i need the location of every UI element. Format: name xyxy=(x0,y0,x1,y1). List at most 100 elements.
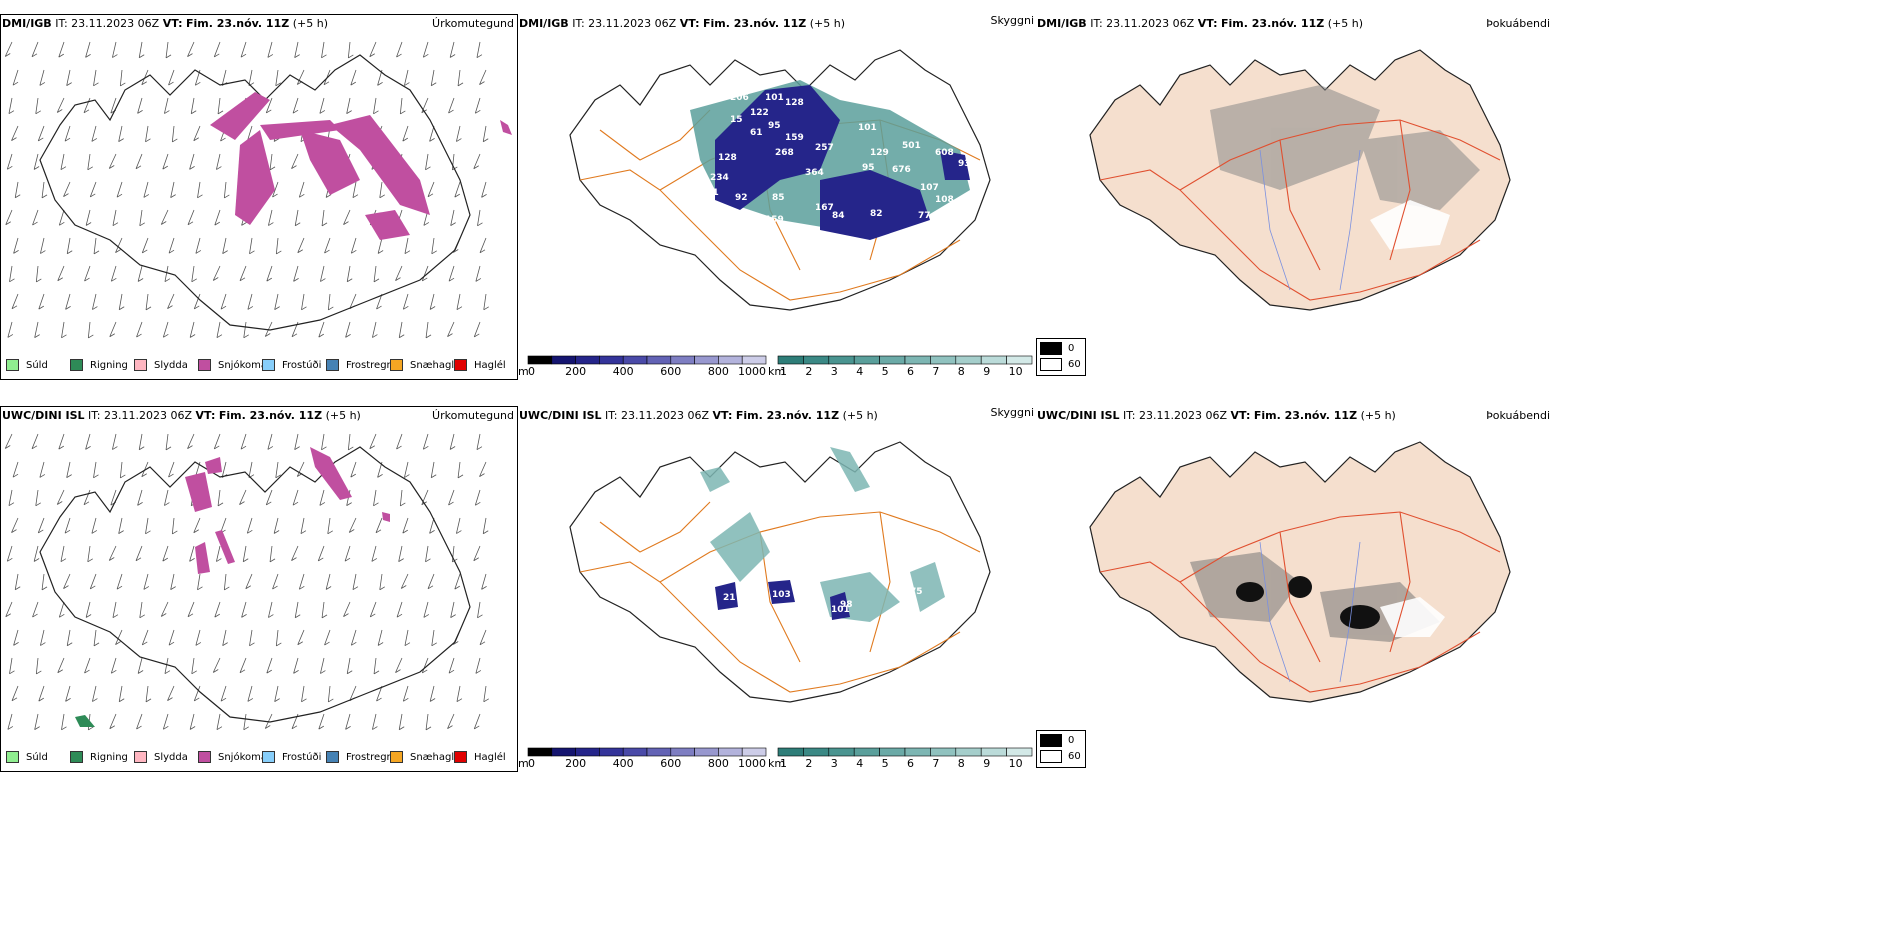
wind-barb xyxy=(189,153,195,170)
colorbar-cell xyxy=(622,747,648,757)
wind-barb xyxy=(4,433,13,449)
wind-barb xyxy=(58,433,65,450)
colorbar-unit: m xyxy=(518,365,529,378)
iceland-coastline xyxy=(569,441,991,703)
snow-areas xyxy=(210,92,512,240)
wind-barb xyxy=(136,321,143,338)
wind-barb xyxy=(404,69,410,86)
wind-barb xyxy=(216,545,222,562)
wind-barb xyxy=(377,237,384,254)
visibility-value-label: 101 xyxy=(858,123,877,133)
wind-barb xyxy=(189,545,195,562)
wind-barb xyxy=(239,489,247,505)
wind-barb xyxy=(275,461,281,479)
colorbar-cell xyxy=(551,355,576,365)
visibility-value-label: 95 xyxy=(862,163,875,173)
wind-barb xyxy=(195,237,202,254)
colorbar-cell xyxy=(853,747,880,757)
precip-legend-item: Snæhagl xyxy=(390,359,454,371)
visibility-value-label: 501 xyxy=(902,141,921,151)
wind-barb xyxy=(267,41,274,58)
header-row1-visibility: DMI/IGB IT: 23.11.2023 06Z VT: Fim. 23.n… xyxy=(519,17,845,30)
colorbar-cell xyxy=(803,747,830,757)
wind-barb xyxy=(294,41,300,58)
wind-barb xyxy=(118,517,124,534)
colorbar-tick-label: 600 xyxy=(660,757,681,770)
colorbar-tick-label: 2 xyxy=(805,365,812,378)
legend-swatch xyxy=(454,359,467,371)
wind-barb xyxy=(35,489,41,507)
wind-barb xyxy=(141,629,149,646)
wind-barb xyxy=(350,69,357,86)
wind-barb xyxy=(35,97,41,115)
visibility-value-label: 75 xyxy=(910,587,923,597)
wind-barb xyxy=(141,461,149,478)
wind-barb xyxy=(350,237,357,254)
wind-barb xyxy=(31,433,39,450)
wind-barb xyxy=(214,209,221,226)
wind-barb xyxy=(350,629,357,646)
precip-legend-item: Snjókoma xyxy=(198,751,267,763)
wind-barb xyxy=(4,41,13,57)
wind-barb xyxy=(89,573,97,590)
visibility-value-label: 101 xyxy=(765,93,784,103)
wind-barb xyxy=(376,293,383,310)
fog-legend-label: 60 xyxy=(1068,751,1081,762)
visibility-value-label: 21 xyxy=(723,593,736,603)
visibility-value-label: 206 xyxy=(730,93,749,103)
visibility-value-label: 77 xyxy=(918,211,931,221)
wind-barb xyxy=(112,41,118,58)
wind-barb xyxy=(369,433,377,450)
wind-barb xyxy=(162,153,169,170)
wind-barb xyxy=(297,629,305,646)
wind-barb xyxy=(425,545,431,563)
legend-label: Slydda xyxy=(154,751,188,763)
colorbar-cell xyxy=(670,355,695,365)
colorbar-cell xyxy=(599,355,624,365)
wind-barb xyxy=(66,237,73,255)
precip-legend-item: Haglél xyxy=(454,359,506,371)
wind-barb xyxy=(376,685,383,702)
wind-barb xyxy=(429,685,436,702)
colorbar-cell xyxy=(646,355,672,365)
fog-legend-swatch xyxy=(1040,734,1062,747)
fog-legend-label: 0 xyxy=(1068,735,1075,746)
wind-barb xyxy=(164,657,171,675)
legend-label: Haglél xyxy=(474,751,506,763)
precip-legend-item: Slydda xyxy=(134,359,188,371)
wind-barb xyxy=(58,41,65,58)
wind-barb xyxy=(217,489,224,507)
wind-barb xyxy=(241,601,247,618)
wind-barb xyxy=(66,629,73,647)
colorbar-tick-label: 600 xyxy=(660,365,681,378)
wind-barb xyxy=(168,69,175,86)
colorbar-tick-label: 5 xyxy=(882,365,889,378)
visibility-value-label: 84 xyxy=(832,211,845,221)
wind-barb xyxy=(145,125,151,143)
map-fog-row2 xyxy=(1089,441,1511,703)
wind-barb xyxy=(324,237,331,254)
wind-barb xyxy=(35,265,42,283)
wind-barb xyxy=(5,601,13,618)
wind-barb xyxy=(108,153,117,169)
legend-label: Frostúði xyxy=(282,751,322,763)
visibility-value-label: 364 xyxy=(805,168,824,178)
wind-barb xyxy=(346,97,352,114)
wind-barb xyxy=(369,601,377,618)
wind-barb xyxy=(275,629,282,647)
colorbar-vis-km-row1: km1 2 3 4 5 6 7 8 9 10 xyxy=(768,355,1033,378)
wind-barb xyxy=(93,237,100,255)
map-precip-row1 xyxy=(4,41,512,339)
wind-barb xyxy=(372,713,378,730)
visibility-value-label: 98 xyxy=(840,600,853,610)
colorbar-tick-label: 1 xyxy=(780,757,787,770)
title-fog-row1: Þokuábendi xyxy=(1486,17,1550,30)
wind-barb xyxy=(239,265,247,282)
visibility-value-label: 268 xyxy=(775,148,794,158)
wind-barb xyxy=(477,601,483,619)
wind-barb xyxy=(61,321,67,339)
wind-barb xyxy=(395,657,403,673)
wind-barb xyxy=(38,685,45,702)
precip-panel-frame-row1 xyxy=(0,14,518,380)
